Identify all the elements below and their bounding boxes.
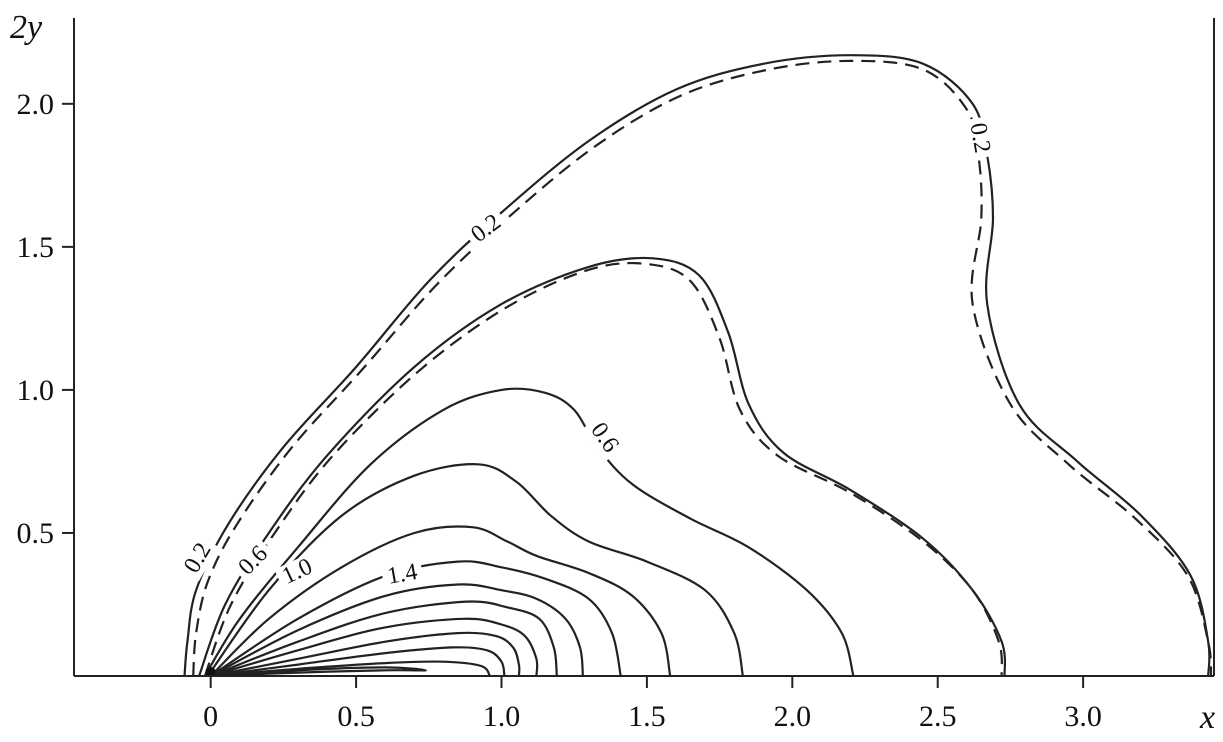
contour-label-6: 1.4 xyxy=(385,559,419,590)
contour-line-0-8-solid-5 xyxy=(206,463,744,677)
y-tick-label-0: 0.5 xyxy=(17,517,55,550)
contour-line-1-6-solid-9 xyxy=(210,600,558,678)
contour-line-1-4-solid-8 xyxy=(210,583,584,677)
y-tick-label-3: 2.0 xyxy=(17,88,55,121)
contour-label-group-1: 0.2 xyxy=(964,116,995,160)
source-point-marker xyxy=(205,667,216,677)
contour-line-0-2-solid-0 xyxy=(183,54,1211,677)
y-ticks: 0.5 1.0 1.5 2.0 xyxy=(17,88,74,550)
x-tick-label-1: 0.5 xyxy=(337,700,375,733)
contour-label-group-6: 1.4 xyxy=(380,559,425,591)
contour-label-background xyxy=(380,559,425,591)
contour-label-background xyxy=(230,538,277,584)
contour-label-background xyxy=(463,207,510,251)
x-tick-label-3: 1.5 xyxy=(628,700,666,733)
contour-label-1: 0.2 xyxy=(964,121,995,155)
contour-label-group-3: 0.6 xyxy=(582,414,626,462)
x-tick-label-5: 2.5 xyxy=(919,700,957,733)
contour-labels: 0.20.20.20.60.6 1.0 1.4 xyxy=(177,116,995,592)
contour-line-0-4-solid-2 xyxy=(198,256,1007,677)
contour-label-background xyxy=(964,116,995,160)
axes xyxy=(73,18,1215,677)
x-tick-label-6: 3.0 xyxy=(1064,700,1102,733)
y-axis-label: 2y xyxy=(10,9,43,46)
x-axis-label: x xyxy=(1199,699,1215,736)
contour-label-background xyxy=(274,552,321,592)
contour-line-2-solid-11 xyxy=(210,631,521,678)
y-tick-label-1: 1.0 xyxy=(17,374,55,407)
contour-lines xyxy=(183,54,1213,678)
contour-line-2-6-solid-14 xyxy=(210,666,428,678)
contour-line-1-2-solid-7 xyxy=(210,560,622,677)
contour-line-1-solid-6 xyxy=(209,525,672,677)
contour-line-2-2-solid-12 xyxy=(210,646,506,678)
contour-line-0-2-dashed-1 xyxy=(192,59,1213,677)
x-tick-label-2: 1.0 xyxy=(483,700,521,733)
contour-label-group-4: 0.6 xyxy=(230,538,277,584)
contour-line-1-8-solid-10 xyxy=(210,617,539,678)
x-tick-label-0: 0 xyxy=(203,700,218,733)
contour-label-background xyxy=(177,534,219,582)
contour-line-0-6-solid-4 xyxy=(203,387,855,677)
contour-label-group-2: 0.2 xyxy=(177,534,219,582)
x-ticks: 0 0.5 1.0 1.5 2.0 2.5 3.0 xyxy=(203,676,1102,733)
x-tick-label-4: 2.0 xyxy=(774,700,812,733)
contour-line-0-4-dashed-3 xyxy=(203,261,1003,677)
contour-label-background xyxy=(582,414,626,462)
y-tick-label-2: 1.5 xyxy=(17,231,55,264)
